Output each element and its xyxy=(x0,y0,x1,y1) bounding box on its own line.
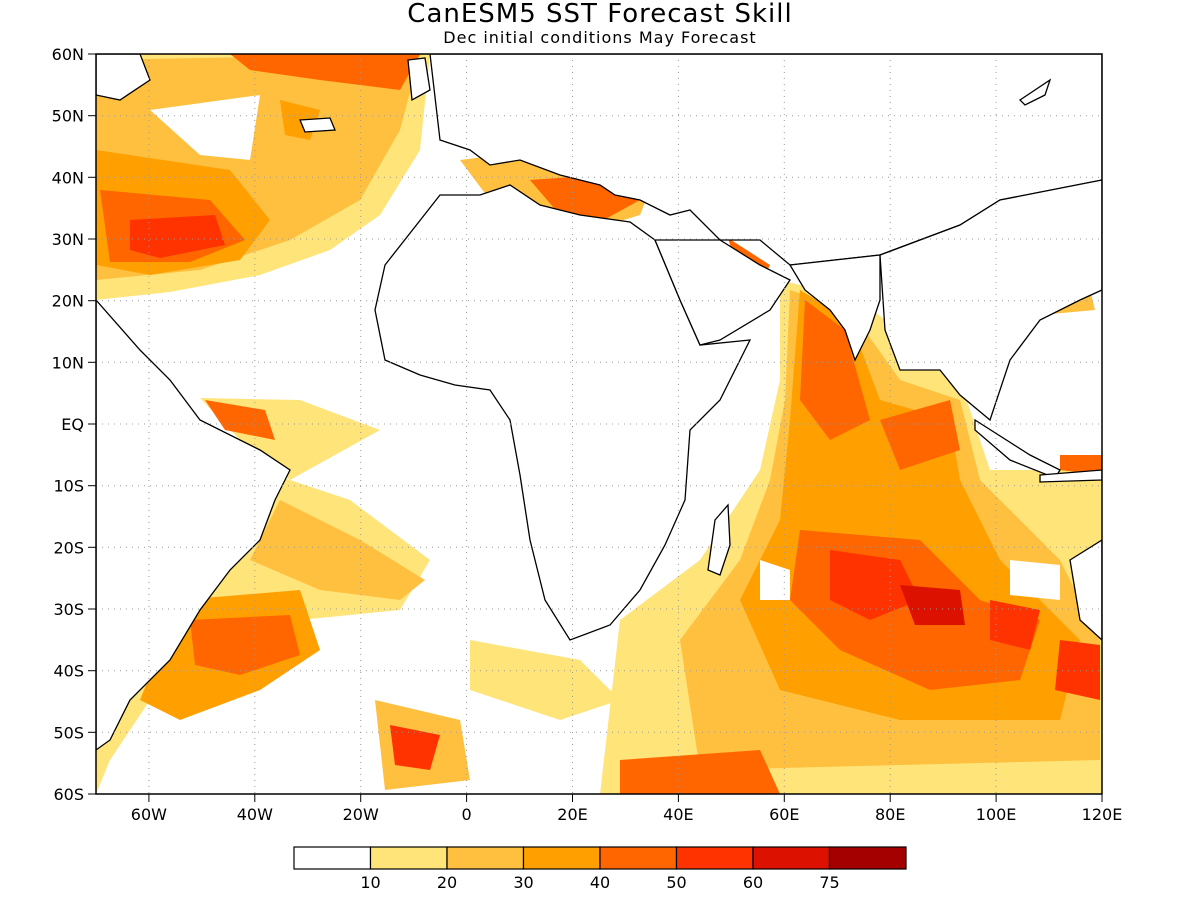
lon-label: 20W xyxy=(343,805,379,824)
lat-label: 60S xyxy=(53,785,84,804)
colorbar: 10 20 30 40 50 60 75 xyxy=(293,846,907,892)
coastlines xyxy=(96,54,1102,751)
colorbar-swatch xyxy=(446,846,525,870)
lat-label: 40S xyxy=(53,662,84,681)
lat-label: 30S xyxy=(53,600,84,619)
lat-label: 20N xyxy=(52,292,84,311)
colorbar-swatch xyxy=(752,846,831,870)
lon-label: 60E xyxy=(769,805,799,824)
lat-label: 20S xyxy=(53,538,84,557)
colorbar-swatch xyxy=(675,846,754,870)
lat-label: 50S xyxy=(53,723,84,742)
colorbar-label: 40 xyxy=(590,873,610,892)
map-title: CanESM5 SST Forecast Skill xyxy=(407,0,793,29)
lon-label: 100E xyxy=(976,805,1017,824)
lat-label: 50N xyxy=(52,107,84,126)
lon-label: 80E xyxy=(875,805,905,824)
tick-marks xyxy=(88,53,1103,802)
colorbar-label: 10 xyxy=(360,873,380,892)
lat-label: 10N xyxy=(52,353,84,372)
lat-labels: 60N 50N 40N 30N 20N 10N EQ 10S 20S 30S 4… xyxy=(52,45,84,804)
lon-label: 120E xyxy=(1082,805,1123,824)
lon-label: 40W xyxy=(237,805,273,824)
lon-labels: 60W 40W 20W 0 20E 40E 60E 80E 100E 120E xyxy=(131,805,1123,824)
lat-label: 60N xyxy=(52,45,84,64)
lat-label: 30N xyxy=(52,230,84,249)
colorbar-swatch xyxy=(599,846,678,870)
colorbar-label: 50 xyxy=(666,873,686,892)
colorbar-swatch xyxy=(293,846,372,870)
lon-label: 40E xyxy=(663,805,693,824)
colorbar-label: 30 xyxy=(513,873,533,892)
lat-label: EQ xyxy=(61,415,84,434)
lon-label: 0 xyxy=(462,805,472,824)
map-subtitle: Dec initial conditions May Forecast xyxy=(443,28,757,47)
colorbar-label: 20 xyxy=(437,873,457,892)
colorbar-label: 60 xyxy=(743,873,763,892)
lon-label: 60W xyxy=(131,805,167,824)
colorbar-swatch xyxy=(828,846,907,870)
colorbar-swatch xyxy=(522,846,601,870)
lon-label: 20E xyxy=(557,805,587,824)
colorbar-label: 75 xyxy=(819,873,839,892)
lat-label: 10S xyxy=(53,477,84,496)
colorbar-swatch xyxy=(369,846,448,870)
lat-label: 40N xyxy=(52,168,84,187)
